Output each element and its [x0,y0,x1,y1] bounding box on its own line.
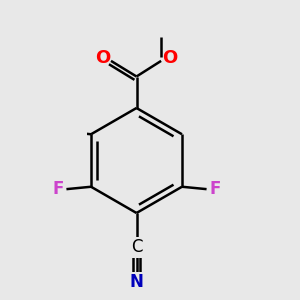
Text: O: O [162,50,177,68]
Text: O: O [95,50,110,68]
Text: F: F [209,180,221,198]
Text: C: C [131,238,142,256]
Text: F: F [52,123,64,141]
Text: F: F [52,180,64,198]
Text: N: N [130,273,143,291]
